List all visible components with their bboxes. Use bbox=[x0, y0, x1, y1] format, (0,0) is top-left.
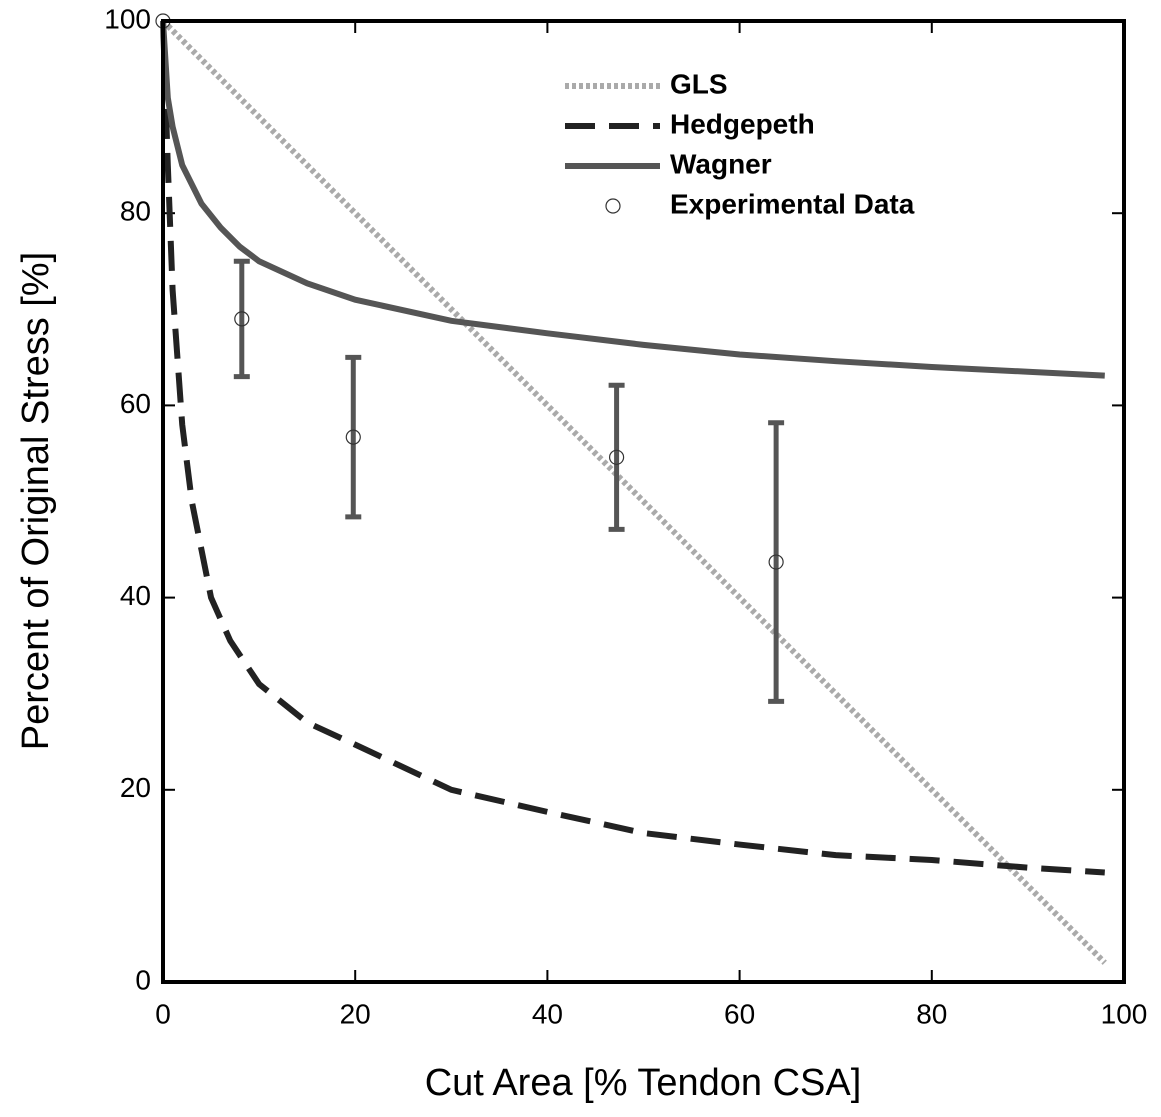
legend-label: Wagner bbox=[670, 148, 772, 179]
error-bar bbox=[233, 258, 250, 380]
plot-frame bbox=[161, 19, 1126, 984]
series-line bbox=[160, 20, 1105, 379]
data-point bbox=[345, 429, 361, 445]
x-axis-label: Cut Area [% Tendon CSA] bbox=[425, 1062, 862, 1104]
x-tick-label: 20 bbox=[340, 998, 371, 1029]
y-tick-label: 20 bbox=[120, 772, 151, 803]
error-bar bbox=[345, 354, 362, 520]
data-point bbox=[768, 554, 784, 570]
y-tick-label: 60 bbox=[120, 388, 151, 419]
data-point bbox=[608, 449, 625, 465]
y-axis-label: Percent of Original Stress [%] bbox=[15, 252, 57, 750]
error-bar bbox=[608, 382, 625, 532]
legend-marker bbox=[605, 198, 621, 214]
y-tick-label: 100 bbox=[104, 3, 151, 34]
y-tick-label: 80 bbox=[120, 196, 151, 227]
error-bar bbox=[768, 420, 785, 704]
x-tick-label: 80 bbox=[916, 998, 947, 1029]
legend-label: Hedgepeth bbox=[670, 108, 815, 139]
x-tick-label: 100 bbox=[1101, 998, 1148, 1029]
x-tick-label: 0 bbox=[155, 998, 171, 1029]
legend-label: Experimental Data bbox=[670, 188, 915, 219]
series-line bbox=[160, 20, 1105, 876]
series-line bbox=[160, 18, 1107, 965]
y-tick-label: 0 bbox=[135, 964, 151, 995]
y-tick-label: 40 bbox=[120, 580, 151, 611]
legend-label: GLS bbox=[670, 68, 728, 99]
x-tick-label: 40 bbox=[532, 998, 563, 1029]
data-point bbox=[234, 311, 250, 327]
x-tick-label: 60 bbox=[724, 998, 755, 1029]
